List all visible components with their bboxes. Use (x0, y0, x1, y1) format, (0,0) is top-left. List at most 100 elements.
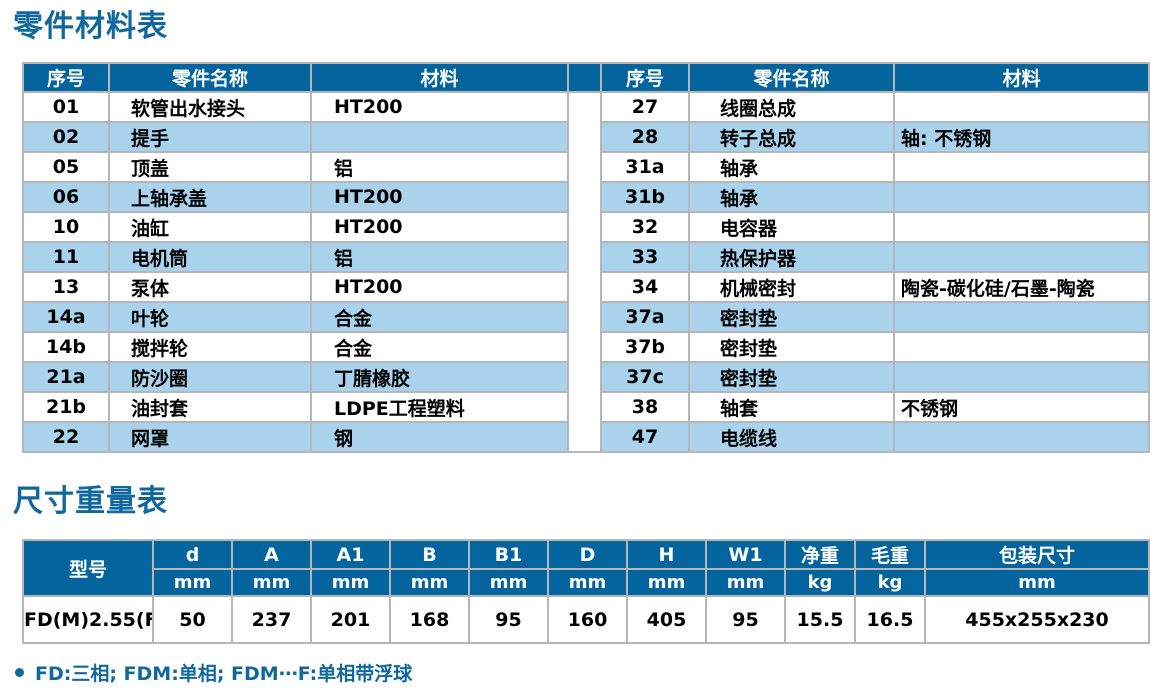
part-material: 铝 (310, 151, 569, 183)
unit-B1: mm (468, 568, 549, 597)
dims-header-row: 型号 d A A1 B B1 D H W1 净重 毛重 包装尺寸 (22, 539, 1150, 597)
part-material: HT200 (310, 181, 569, 213)
value-A: 237 (231, 595, 312, 644)
col-header-model: 型号 (22, 539, 154, 597)
value-H: 405 (626, 595, 707, 644)
col-header-A1: A1 (310, 539, 391, 570)
part-name: 密封垫 (688, 361, 895, 393)
part-no: 13 (22, 271, 110, 303)
part-name: 电容器 (688, 211, 895, 243)
col-header-B: B (389, 539, 470, 570)
part-material: HT200 (310, 211, 569, 243)
part-material (893, 361, 1150, 393)
part-name: 油封套 (108, 391, 312, 423)
bullet-icon (15, 668, 24, 677)
value-net-weight: 15.5 (784, 595, 856, 644)
part-no: 05 (22, 151, 110, 183)
part-name: 线圈总成 (688, 91, 895, 123)
unit-W1: mm (705, 568, 786, 597)
value-B1: 95 (468, 595, 549, 644)
part-material (893, 181, 1150, 213)
dims-data-row: FD(M)2.55(F) 50 237 201 168 95 160 405 9… (22, 595, 1150, 644)
part-name: 机械密封 (688, 271, 895, 303)
table-row: 05 顶盖 铝 31a 轴承 (22, 151, 1150, 183)
parts-material-table: 序号 零件名称 材料 序号 零件名称 材料 01 软管出水接头 HT200 27… (22, 62, 1150, 453)
col-header-material-left: 材料 (310, 62, 569, 93)
parts-table-title: 零件材料表 (13, 9, 168, 44)
col-header-D: D (547, 539, 628, 570)
col-header-material-right: 材料 (893, 62, 1150, 93)
part-material: 不锈钢 (893, 391, 1150, 423)
dimension-weight-table: 型号 d A A1 B B1 D H W1 净重 毛重 包装尺寸 mm mm m… (22, 539, 1150, 644)
model-value: FD(M)2.55(F) (22, 595, 154, 644)
table-row: 22 网罩 钢 47 电缆线 (22, 421, 1150, 453)
col-header-gross-weight: 毛重 (854, 539, 926, 570)
part-name: 热保护器 (688, 241, 895, 273)
table-row: 21b 油封套 LDPE工程塑料 38 轴套 不锈钢 (22, 391, 1150, 423)
part-material: HT200 (310, 271, 569, 303)
part-no: 28 (600, 121, 690, 153)
part-name: 密封垫 (688, 331, 895, 363)
part-no: 01 (22, 91, 110, 123)
part-name: 叶轮 (108, 301, 312, 333)
unit-d: mm (152, 568, 233, 597)
part-no: 31a (600, 151, 690, 183)
col-header-no-left: 序号 (22, 62, 110, 93)
part-material (893, 301, 1150, 333)
col-header-W1: W1 (705, 539, 786, 570)
part-name: 密封垫 (688, 301, 895, 333)
part-material (893, 331, 1150, 363)
part-no: 22 (22, 421, 110, 453)
part-no: 33 (600, 241, 690, 273)
part-material (310, 121, 569, 153)
part-no: 21a (22, 361, 110, 393)
part-name: 顶盖 (108, 151, 312, 183)
col-header-d: d (152, 539, 233, 570)
part-material: 铝 (310, 241, 569, 273)
part-name: 油缸 (108, 211, 312, 243)
table-row: 01 软管出水接头 HT200 27 线圈总成 (22, 91, 1150, 453)
part-name: 上轴承盖 (108, 181, 312, 213)
part-no: 31b (600, 181, 690, 213)
part-no: 14a (22, 301, 110, 333)
value-W1: 95 (705, 595, 786, 644)
unit-A1: mm (310, 568, 391, 597)
part-no: 38 (600, 391, 690, 423)
value-gross-weight: 16.5 (854, 595, 926, 644)
value-B: 168 (389, 595, 470, 644)
part-no: 06 (22, 181, 110, 213)
unit-package-size: mm (924, 568, 1150, 597)
part-no: 10 (22, 211, 110, 243)
dims-table-title: 尺寸重量表 (13, 484, 168, 519)
part-material (893, 421, 1150, 453)
table-row: 13 泵体 HT200 34 机械密封 陶瓷-碳化硅/石墨-陶瓷 (22, 271, 1150, 303)
separator-column (567, 91, 602, 453)
part-name: 网罩 (108, 421, 312, 453)
part-name: 搅拌轮 (108, 331, 312, 363)
model-legend-note: FD:三相; FDM:单相; FDM⋯F:单相带浮球 (15, 659, 1169, 686)
part-material (893, 241, 1150, 273)
part-name: 提手 (108, 121, 312, 153)
part-no: 47 (600, 421, 690, 453)
part-no: 27 (600, 91, 690, 123)
part-no: 37c (600, 361, 690, 393)
part-no: 14b (22, 331, 110, 363)
part-name: 电缆线 (688, 421, 895, 453)
part-material (893, 151, 1150, 183)
part-no: 37b (600, 331, 690, 363)
part-no: 32 (600, 211, 690, 243)
part-name: 电机筒 (108, 241, 312, 273)
col-header-net-weight: 净重 (784, 539, 856, 570)
unit-net-weight: kg (784, 568, 856, 597)
part-name: 轴套 (688, 391, 895, 423)
unit-A: mm (231, 568, 312, 597)
col-header-no-right: 序号 (600, 62, 690, 93)
part-name: 转子总成 (688, 121, 895, 153)
part-material: 丁腈橡胶 (310, 361, 569, 393)
part-material: 合金 (310, 301, 569, 333)
part-no: 21b (22, 391, 110, 423)
part-no: 02 (22, 121, 110, 153)
table-row: 21a 防沙圈 丁腈橡胶 37c 密封垫 (22, 361, 1150, 393)
unit-H: mm (626, 568, 707, 597)
col-header-name-right: 零件名称 (688, 62, 895, 93)
